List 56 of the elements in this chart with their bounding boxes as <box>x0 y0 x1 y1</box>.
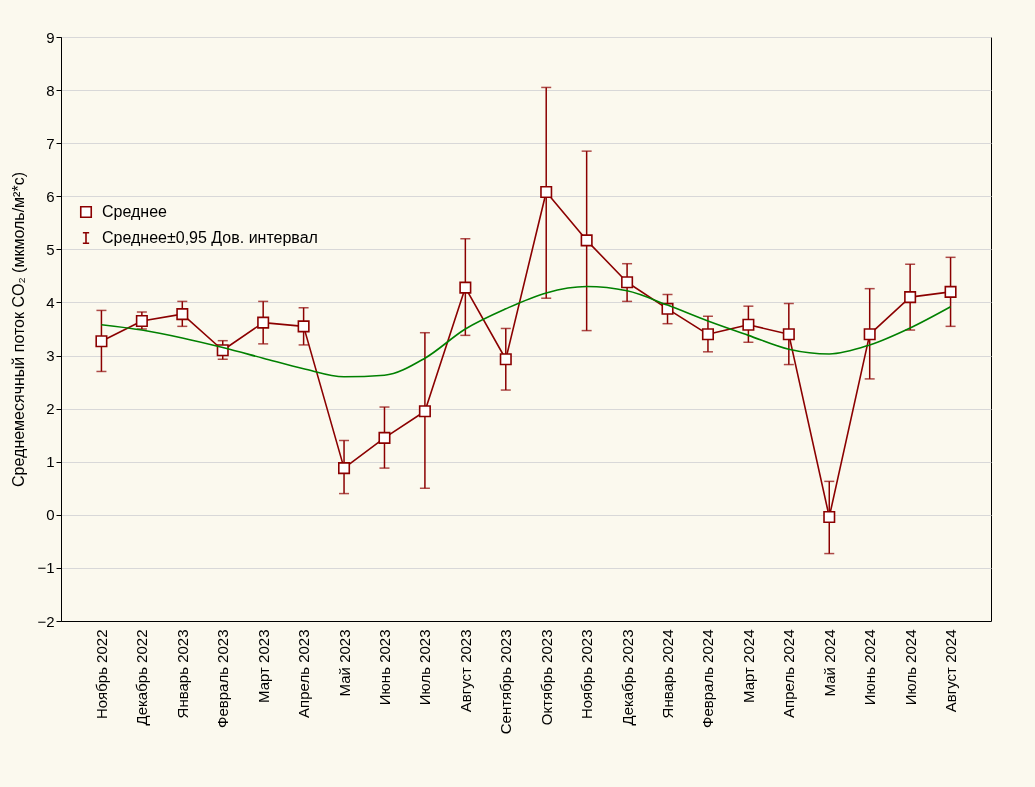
point <box>297 320 310 333</box>
y-tick-label: 9 <box>46 28 55 46</box>
x-tick-label: Август 2023 <box>456 629 474 713</box>
y-tick-label: 3 <box>46 347 55 365</box>
x-tick-label: Апрель 2023 <box>295 629 313 718</box>
y-tick-label: 8 <box>46 81 55 99</box>
y-tick-label: 2 <box>46 400 55 418</box>
point <box>701 328 714 341</box>
point <box>580 234 593 247</box>
x-tick-label: Февраль 2024 <box>699 629 717 729</box>
y-tick-label: 4 <box>46 293 55 311</box>
y-tick-label: 7 <box>46 134 55 152</box>
y-tick-label: −1 <box>37 559 55 577</box>
point <box>338 462 351 475</box>
point <box>378 431 391 444</box>
point <box>621 276 634 289</box>
x-tick-label: Май 2023 <box>335 629 353 697</box>
x-tick-label: Июль 2024 <box>901 629 919 706</box>
y-tick-label: 6 <box>46 187 55 205</box>
x-tick-label: Декабрь 2022 <box>133 629 151 726</box>
x-tick-label: Март 2024 <box>739 629 757 703</box>
y-tick-label: 5 <box>46 240 55 258</box>
x-tick-label: Февраль 2023 <box>214 629 232 729</box>
y-tick-label: 1 <box>46 453 55 471</box>
legend-label: Среднее <box>102 203 168 220</box>
point <box>863 328 876 341</box>
x-tick-label: Апрель 2024 <box>780 629 798 718</box>
point <box>418 405 431 418</box>
x-tick-label: Июль 2023 <box>416 629 434 706</box>
y-tick-label: −2 <box>37 612 55 630</box>
x-tick-label: Ноябрь 2022 <box>92 629 110 720</box>
point <box>257 316 270 329</box>
point <box>459 281 472 294</box>
y-tick-label: 0 <box>46 506 55 524</box>
point <box>782 328 795 341</box>
point <box>904 291 917 304</box>
y-axis-title: Среднемесячный поток CO₂ (мкмоль/м²*с) <box>10 172 28 487</box>
point <box>540 185 553 199</box>
x-tick-label: Март 2023 <box>254 629 272 703</box>
annotation: Среднее±0,95 Дов. интервал <box>102 229 318 246</box>
x-tick-label: Июнь 2024 <box>861 629 879 706</box>
x-tick-label: Сентябрь 2023 <box>497 629 515 735</box>
x-tick-label: Октябрь 2023 <box>537 629 555 726</box>
point <box>823 510 836 523</box>
x-tick-label: Декабрь 2023 <box>618 629 636 726</box>
x-tick-label: Январь 2023 <box>173 629 191 719</box>
x-tick-label: Январь 2024 <box>659 629 677 719</box>
point <box>95 335 108 348</box>
x-tick-label: Май 2024 <box>820 629 838 697</box>
point <box>742 318 755 331</box>
point <box>499 353 512 366</box>
point <box>176 308 189 321</box>
x-tick-label: Август 2024 <box>942 629 960 713</box>
x-tick-label: Ноябрь 2023 <box>578 629 596 720</box>
x-tick-label: Июнь 2023 <box>375 629 393 706</box>
point <box>944 285 957 298</box>
